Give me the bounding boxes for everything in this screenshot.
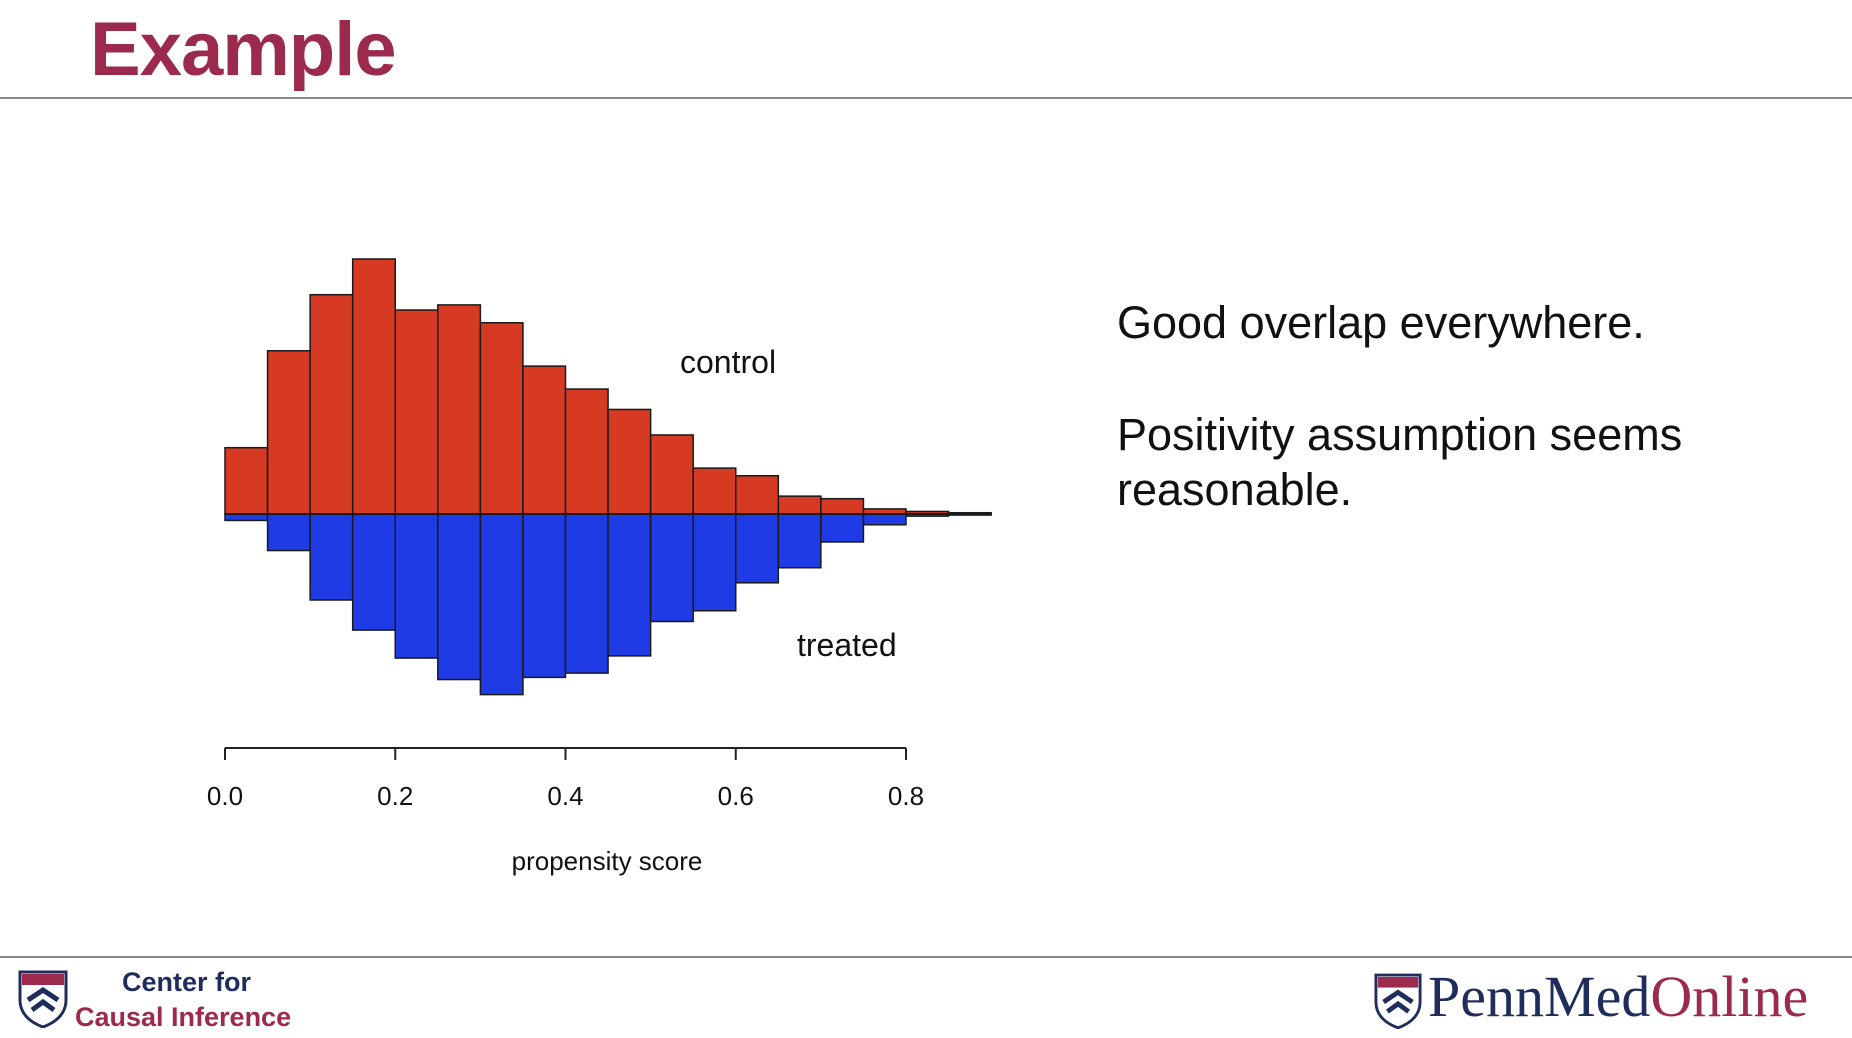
- control-bar: [522, 365, 567, 515]
- control-bar: [735, 475, 780, 515]
- treated-bar: [522, 513, 567, 679]
- control-bar: [309, 293, 354, 515]
- series-label-control: control: [680, 344, 776, 380]
- series-label-treated: treated: [797, 627, 897, 663]
- penn-shield-icon: [18, 970, 68, 1028]
- x-axis: 0.0 0.2 0.4 0.6 0.8: [207, 747, 924, 811]
- brand-online: Online: [1650, 964, 1809, 1029]
- treated-bar: [649, 513, 694, 623]
- pennmed-shield-icon: [1374, 973, 1422, 1029]
- footer-divider: [0, 956, 1852, 958]
- treated-bar: [351, 513, 396, 631]
- brand-penn: Penn: [1428, 964, 1544, 1029]
- control-bar: [777, 495, 822, 515]
- propensity-histogram-chart: 0.0 0.2 0.4 0.6 0.8 control treated propensi…: [207, 258, 992, 876]
- x-tick-label: 0.2: [377, 781, 413, 811]
- treated-bar: [564, 513, 609, 674]
- x-tick-label: 0.4: [547, 781, 583, 811]
- treated-bar: [862, 513, 907, 526]
- control-bar: [479, 322, 524, 515]
- control-bar: [564, 388, 609, 515]
- bullet-positivity: Positivity assumption seems reasonable.: [1117, 409, 1683, 515]
- treated-bar: [820, 513, 865, 543]
- footer-left-line1: Center for: [122, 967, 252, 997]
- control-bars: [224, 258, 992, 515]
- x-axis-label: propensity score: [512, 846, 703, 876]
- treated-bar: [309, 513, 354, 601]
- control-bar: [607, 408, 652, 515]
- control-bar: [820, 497, 865, 515]
- bullet-overlap: Good overlap everywhere.: [1117, 297, 1645, 348]
- control-bar: [437, 304, 482, 515]
- treated-bar: [437, 513, 482, 681]
- treated-bar: [735, 513, 780, 584]
- treated-bar: [266, 513, 311, 552]
- brand-med: Med: [1544, 964, 1651, 1029]
- title-divider: [0, 97, 1852, 99]
- treated-bar: [607, 513, 652, 657]
- slide-text: Good overlap everywhere. Positivity assu…: [1117, 295, 1817, 574]
- treated-bar: [692, 513, 737, 612]
- treated-bar: [777, 513, 822, 569]
- center-causal-inference-logo: Center for Causal Inference: [75, 965, 291, 1035]
- control-bar: [351, 258, 396, 515]
- control-bar: [394, 309, 439, 515]
- control-bar: [649, 434, 694, 515]
- footer-left-line2: Causal Inference: [75, 1002, 292, 1032]
- slide-title: Example: [90, 7, 397, 92]
- x-tick-label: 0.6: [718, 781, 754, 811]
- treated-bar: [394, 513, 439, 659]
- treated-bars: [224, 513, 992, 696]
- treated-bar: [479, 513, 524, 696]
- pennmedonline-logo: PennMedOnline: [1428, 962, 1808, 1032]
- control-bar: [266, 350, 311, 515]
- x-tick-label: 0.8: [888, 781, 924, 811]
- control-bar: [224, 446, 269, 515]
- x-tick-label: 0.0: [207, 781, 243, 811]
- control-bar: [692, 467, 737, 515]
